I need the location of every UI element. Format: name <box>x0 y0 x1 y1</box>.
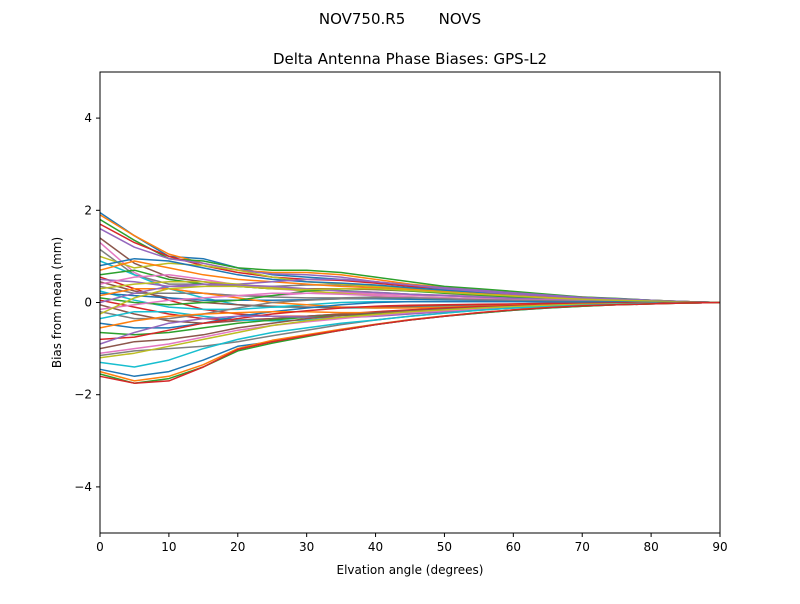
x-tick-label: 90 <box>712 540 727 554</box>
x-axis-ticks: 0 10 20 30 40 50 60 70 80 90 <box>96 533 728 554</box>
x-tick-label: 20 <box>230 540 245 554</box>
y-tick-label: −4 <box>74 480 92 494</box>
x-tick-label: 30 <box>299 540 314 554</box>
series-lines <box>99 211 721 384</box>
x-tick-label: 0 <box>96 540 104 554</box>
x-tick-label: 80 <box>643 540 658 554</box>
y-tick-label: 4 <box>84 111 92 125</box>
x-tick-label: 40 <box>368 540 383 554</box>
x-axis-label: Elvation angle (degrees) <box>337 563 484 577</box>
series-line-44 <box>99 301 721 384</box>
x-tick-label: 60 <box>506 540 521 554</box>
y-axis-ticks: −4 −2 0 2 4 <box>74 111 100 494</box>
y-axis-label: Bias from mean (mm) <box>50 237 64 368</box>
figure-suptitle: NOV750.R5 NOVS <box>319 10 481 28</box>
chart-title: Delta Antenna Phase Biases: GPS-L2 <box>273 50 547 68</box>
y-tick-label: 0 <box>84 296 92 310</box>
x-tick-label: 70 <box>575 540 590 554</box>
y-tick-label: −2 <box>74 388 92 402</box>
y-tick-label: 2 <box>84 203 92 217</box>
x-tick-label: 50 <box>437 540 452 554</box>
x-tick-label: 10 <box>161 540 176 554</box>
series-line-34 <box>99 301 720 341</box>
series-line-29 <box>99 285 721 315</box>
